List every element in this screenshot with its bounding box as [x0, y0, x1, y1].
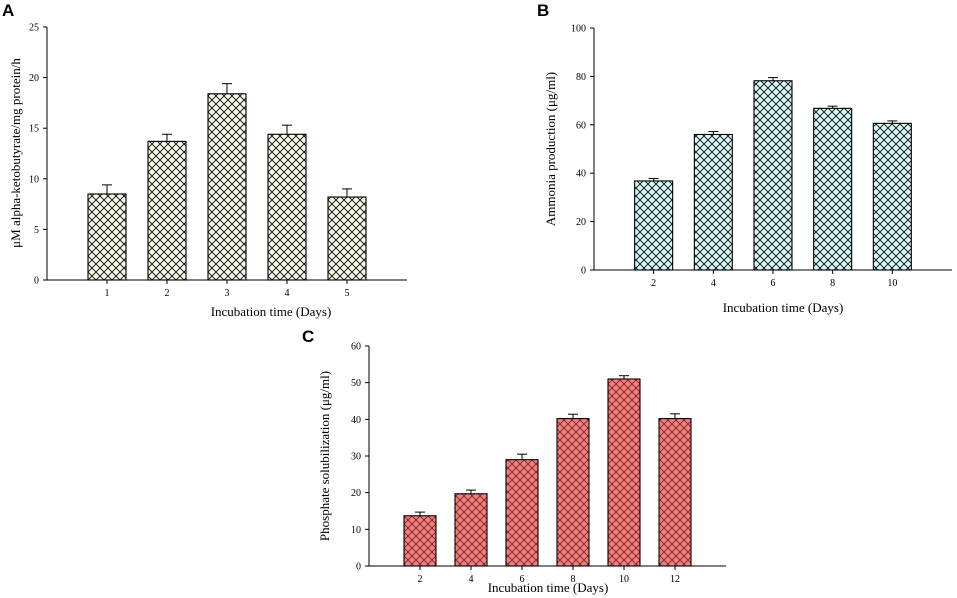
panel-a-y-tick-label: 20 — [29, 73, 39, 84]
panel-b-x-tick-label: 2 — [651, 278, 656, 289]
panel-b-xlabel: Incubation time (Days) — [723, 300, 844, 315]
panel-b-y-tick-label: 100 — [571, 24, 586, 35]
panel-b-x-tick-label: 10 — [887, 278, 897, 289]
panel-b-bar-2 — [634, 180, 674, 271]
panel-b-letter: B — [537, 1, 549, 20]
panel-b-x-tick-label: 8 — [830, 278, 835, 289]
panel-c-bar-8 — [556, 418, 590, 567]
panel-c-y-tick-label: 30 — [351, 452, 361, 463]
panel-a-y-tick-label: 0 — [34, 276, 39, 287]
panel-a-x-tick-label: 5 — [345, 288, 350, 299]
panel-c-ylabel: Phosphate solubilization (μg/ml) — [317, 371, 332, 541]
panel-a-bar-3 — [207, 93, 247, 281]
panel-c-x-tick-label: 4 — [469, 574, 474, 585]
panel-b-y-tick-label: 60 — [576, 120, 586, 131]
panel-c-bar-12 — [658, 418, 692, 567]
panel-b-bar-10 — [872, 122, 912, 271]
panel-b-y-tick-label: 20 — [576, 217, 586, 228]
panel-a-x-tick-label: 3 — [225, 288, 230, 299]
panel-c-letter: C — [302, 327, 314, 346]
panel-a-bar-1 — [87, 193, 127, 281]
panel-c-x-tick-label: 2 — [418, 574, 423, 585]
panel-b-y-tick-label: 80 — [576, 72, 586, 83]
panel-c-bar-10 — [607, 378, 641, 567]
panel-c-xlabel: Incubation time (Days) — [488, 580, 609, 595]
panel-b-x-tick-label: 4 — [711, 278, 716, 289]
panel-c-bar-2 — [403, 515, 437, 567]
panel-c-x-tick-label: 12 — [670, 574, 680, 585]
panel-a-bar-5 — [327, 196, 367, 281]
panel-c-bar-4 — [454, 493, 488, 567]
panel-b-y-tick-label: 40 — [576, 169, 586, 180]
panel-c-y-tick-label: 10 — [351, 525, 361, 536]
panel-a-x-tick-label: 2 — [165, 288, 170, 299]
panel-a-y-tick-label: 15 — [29, 124, 39, 135]
panel-c-chart: C Incubation time (Days) Phosphate solub… — [302, 327, 726, 595]
panel-b-y-tick-label: 0 — [581, 266, 586, 277]
panel-c-y-tick-label: 40 — [351, 415, 361, 426]
panel-a-ylabel: μM alpha-ketobutyrate/mg protein/h — [8, 58, 23, 248]
panel-a-x-tick-label: 4 — [285, 288, 290, 299]
panel-c-x-tick-label: 6 — [520, 574, 525, 585]
panel-a-letter: A — [2, 1, 14, 20]
panel-a-y-tick-label: 10 — [29, 174, 39, 185]
panel-b-x-tick-label: 6 — [771, 278, 776, 289]
panel-b-ylabel: Ammonia production (μg/ml) — [543, 72, 558, 226]
panel-a-x-tick-label: 1 — [105, 288, 110, 299]
panel-a-bar-4 — [267, 133, 307, 281]
panel-c-y-tick-label: 60 — [351, 342, 361, 353]
panel-c-y-tick-label: 0 — [356, 562, 361, 573]
panel-a-xlabel: Incubation time (Days) — [211, 304, 332, 319]
panel-b-bar-8 — [813, 107, 853, 271]
panel-b-bar-6 — [753, 80, 793, 271]
panel-c-x-tick-label: 8 — [571, 574, 576, 585]
panel-c-y-tick-label: 20 — [351, 488, 361, 499]
panel-a-bar-2 — [147, 140, 187, 281]
panel-a-y-tick-label: 25 — [29, 23, 39, 34]
panel-c-y-tick-label: 50 — [351, 378, 361, 389]
panel-b-chart: B Incubation time (Days) Ammonia product… — [537, 1, 952, 315]
panel-c-bar-6 — [505, 459, 539, 567]
panel-b-bar-4 — [693, 133, 733, 271]
panel-a-y-tick-label: 5 — [34, 225, 39, 236]
panel-a-chart: A Incubation time (Days) μM alpha-ketobu… — [2, 1, 407, 319]
panel-c-x-tick-label: 10 — [619, 574, 629, 585]
